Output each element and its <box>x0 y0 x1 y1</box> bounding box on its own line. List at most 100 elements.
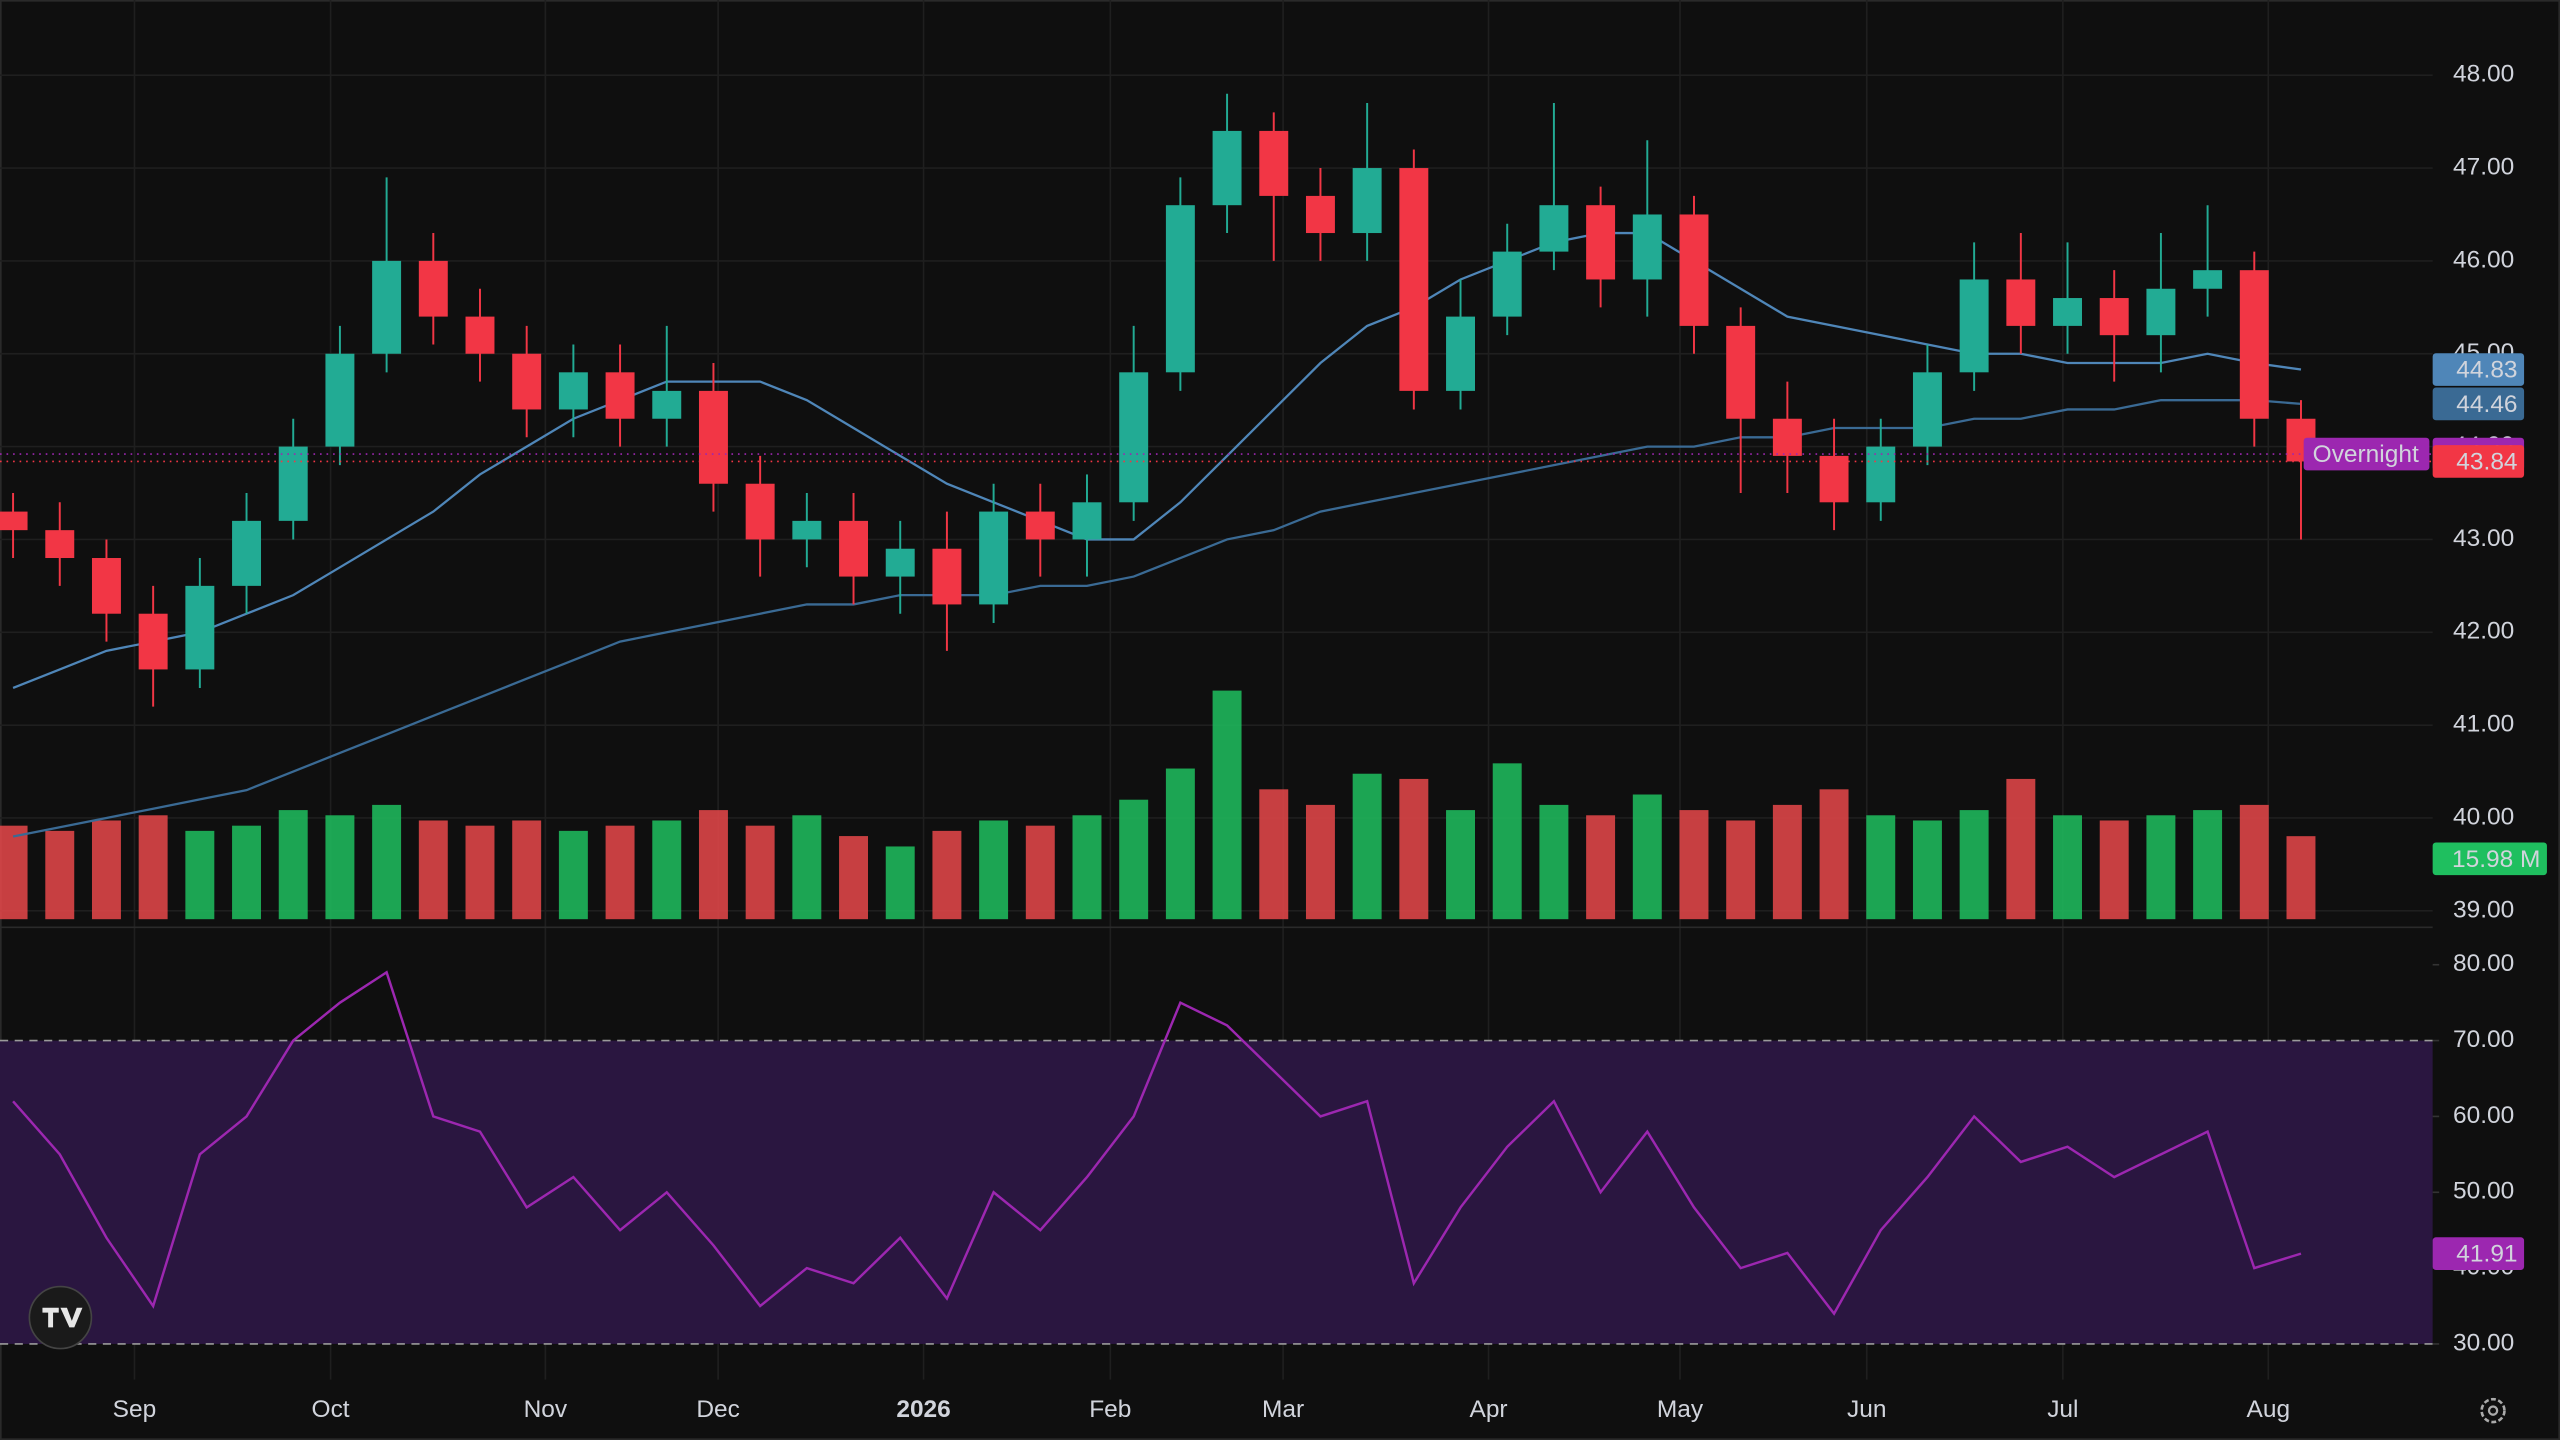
price-tag-label: 43.84 <box>2456 449 2517 476</box>
logo-mark <box>42 1307 83 1328</box>
candle-body <box>2239 270 2269 419</box>
candle-body <box>325 353 355 447</box>
volume-bar <box>512 820 542 920</box>
candle-body <box>372 260 402 354</box>
overnight-badge <box>2303 437 2430 471</box>
candle-body <box>839 520 869 577</box>
volume-bar <box>698 810 728 920</box>
volume-bar <box>2006 778 2036 920</box>
y-tick-label: 41.00 <box>2453 711 2514 738</box>
volume-bar <box>885 846 915 920</box>
volume-bar <box>792 815 822 920</box>
volume-bar <box>1679 810 1709 920</box>
volume-bar <box>1165 768 1195 920</box>
price-tag <box>2432 353 2525 386</box>
candle-body <box>792 520 822 540</box>
logo[interactable] <box>28 1285 93 1350</box>
price-tag <box>2432 387 2525 421</box>
gear <box>2480 1397 2506 1424</box>
price-tag <box>2432 445 2525 478</box>
x-tick-label: Sep <box>113 1396 157 1423</box>
volume-bar <box>2239 804 2269 920</box>
price-tag-label: 41.91 <box>2456 1241 2517 1268</box>
y-tick-label: 70.00 <box>2453 1026 2514 1053</box>
volume-bar <box>325 815 355 920</box>
rsi-line <box>12 970 2302 1316</box>
candle-body <box>698 390 728 484</box>
candle-body <box>278 446 308 521</box>
candle-body <box>1679 214 1709 326</box>
y-tick-label: 40.00 <box>2453 803 2514 830</box>
candle-body <box>512 353 542 410</box>
candle-body <box>1212 130 1242 206</box>
candle-body <box>558 372 588 410</box>
settings-button[interactable] <box>2480 1397 2506 1424</box>
x-tick-label: Aug <box>2247 1396 2291 1423</box>
candle-body <box>185 585 215 670</box>
overnight-label: Overnight <box>2313 441 2419 468</box>
candle-body <box>1305 195 1335 234</box>
y-tick-label: 43.00 <box>2453 525 2514 552</box>
candle-body <box>745 483 775 540</box>
x-tick-label: Jul <box>2047 1396 2078 1423</box>
candle-body <box>465 316 495 354</box>
candle-body <box>1025 511 1055 540</box>
candle-body <box>0 511 28 531</box>
x-tick-label: Oct <box>312 1396 350 1423</box>
volume-bar <box>605 825 635 920</box>
candle-body <box>1912 372 1942 447</box>
x-tick-label: Nov <box>524 1396 568 1423</box>
volume-bar <box>418 820 448 920</box>
candle-body <box>2193 270 2223 289</box>
candle-body <box>232 520 262 586</box>
candle-body <box>2146 288 2176 336</box>
logo-circle <box>28 1285 93 1350</box>
x-tick-label: Mar <box>1262 1396 1304 1423</box>
y-tick-label: 47.00 <box>2453 154 2514 181</box>
volume-bar <box>745 825 775 920</box>
candle-body <box>1165 205 1195 373</box>
candle-body <box>1772 418 1802 456</box>
volume-bar <box>1772 804 1802 920</box>
volume-bar <box>2099 820 2129 920</box>
price-tag-label: 15.98 M <box>2452 846 2540 873</box>
volume-bar <box>1492 763 1522 920</box>
volume-bar <box>1072 815 1102 920</box>
price-tag-label: 44.83 <box>2456 357 2517 384</box>
candle-body <box>1632 214 1662 280</box>
volume-bar <box>1305 804 1335 920</box>
volume-bar <box>558 830 588 920</box>
candle-body <box>1726 325 1756 419</box>
volume-bar <box>2053 815 2082 920</box>
y-tick-label: 60.00 <box>2453 1102 2514 1129</box>
volume-bar <box>652 820 682 920</box>
candle-body <box>1446 316 1476 391</box>
candle-body <box>91 558 121 614</box>
volume-bar <box>278 810 308 920</box>
volume-bar <box>1819 789 1849 920</box>
candle-body <box>138 613 168 670</box>
volume-bar <box>91 820 121 920</box>
y-tick-label: 30.00 <box>2453 1329 2514 1356</box>
volume-bar <box>2146 815 2176 920</box>
x-tick-label: May <box>1657 1396 1704 1423</box>
volume-bar <box>1446 810 1476 920</box>
volume-bar <box>1866 815 1896 920</box>
candle-body <box>2099 298 2129 336</box>
candle-body <box>885 548 915 577</box>
volume-bar <box>1399 778 1429 920</box>
y-tick-label: 46.00 <box>2453 246 2514 273</box>
volume-bar <box>138 815 168 920</box>
volume-bar <box>185 830 215 920</box>
price-tag <box>2432 842 2547 876</box>
volume-bar <box>465 825 495 920</box>
y-tick-label: 48.00 <box>2453 61 2514 88</box>
volume-bar <box>1726 820 1756 920</box>
candle-body <box>2053 298 2082 326</box>
volume-bar <box>839 836 869 920</box>
rsi-band <box>0 1040 2433 1344</box>
y-tick-label: 39.00 <box>2453 896 2514 923</box>
candle-body <box>1586 205 1616 280</box>
